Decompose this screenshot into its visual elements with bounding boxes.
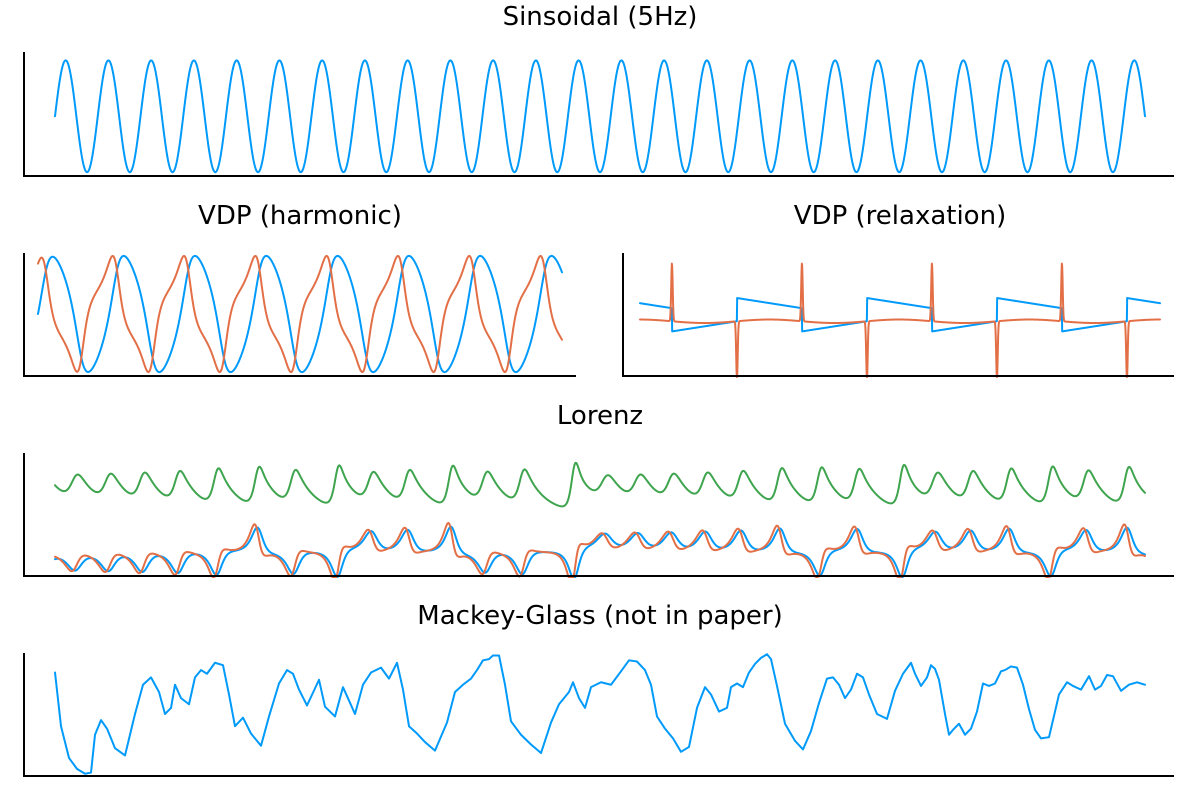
panel-mackey-glass: Mackey-Glass (not in paper) <box>23 601 1174 777</box>
lorenz-series-line-0 <box>54 461 1146 508</box>
vdp_h-series-line-0 <box>37 254 563 374</box>
axis-mackey-glass <box>23 653 1174 777</box>
vdp_h-series-line-1 <box>37 254 563 374</box>
panel-vdp-relaxation: VDP (relaxation) <box>622 201 1174 378</box>
sin-series-line-0 <box>54 59 1146 174</box>
vdp_r-series-line-1 <box>639 262 1161 378</box>
panel-vdp-harmonic: VDP (harmonic) <box>23 201 576 377</box>
chart-title-vdp-harmonic: VDP (harmonic) <box>198 201 402 231</box>
chart-title-mackey-glass: Mackey-Glass (not in paper) <box>417 601 782 631</box>
axis-lorenz <box>23 453 1174 577</box>
axis-sinusoidal <box>23 52 1174 177</box>
axis-vdp-harmonic <box>23 253 576 377</box>
mg-series-line-0 <box>54 653 1146 775</box>
chart-title-lorenz: Lorenz <box>557 401 643 431</box>
vdp_r-series-line-0 <box>639 297 1161 333</box>
panel-lorenz: Lorenz <box>23 401 1174 578</box>
chart-title-sinusoidal: Sinsoidal (5Hz) <box>503 2 698 32</box>
lorenz-series-line-2 <box>54 521 1146 578</box>
chart-title-vdp-relaxation: VDP (relaxation) <box>794 201 1006 231</box>
panel-sinusoidal: Sinsoidal (5Hz) <box>23 2 1174 177</box>
axis-vdp-relaxation <box>622 253 1174 377</box>
